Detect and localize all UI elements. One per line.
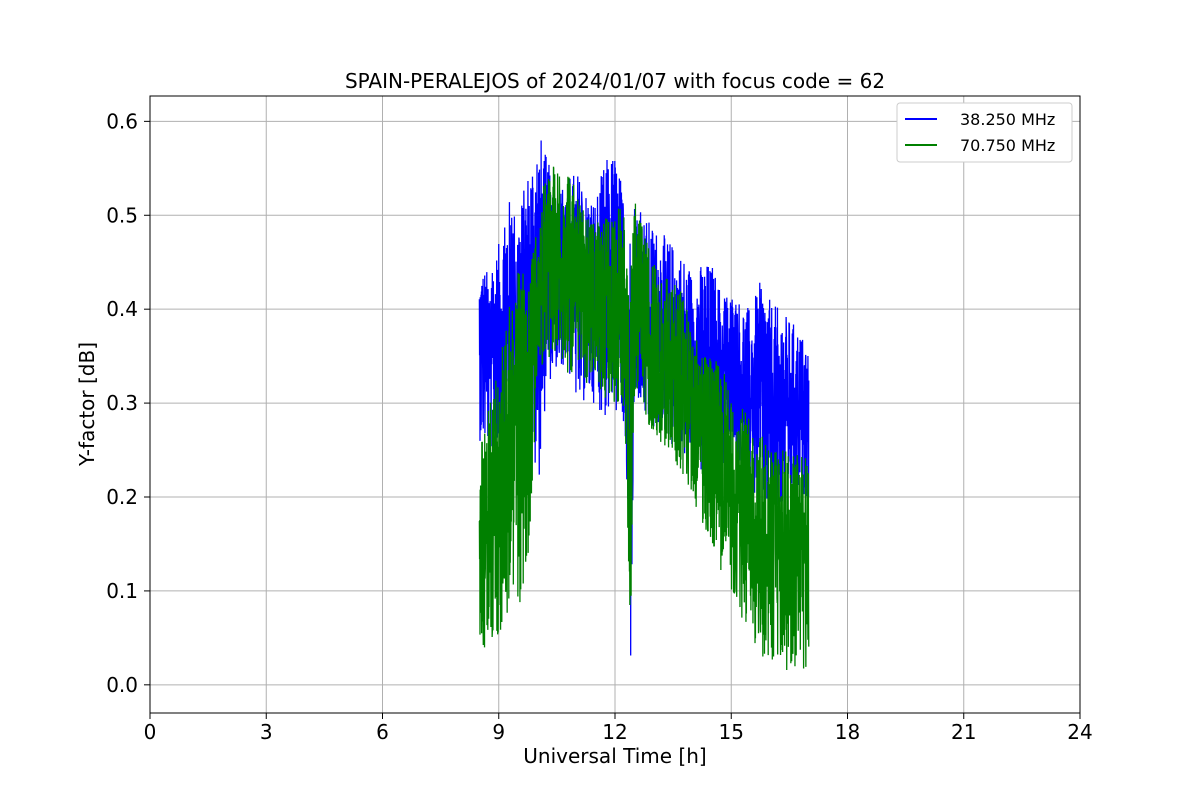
x-tick-label: 12 bbox=[602, 720, 627, 744]
y-tick-label: 0.6 bbox=[106, 109, 138, 133]
x-tick-label: 24 bbox=[1067, 720, 1092, 744]
x-tick-label: 3 bbox=[260, 720, 273, 744]
y-tick-label: 0.5 bbox=[106, 203, 138, 227]
legend-label-series-1: 38.250 MHz bbox=[960, 110, 1055, 129]
x-tick-label: 21 bbox=[951, 720, 976, 744]
y-axis-label: Y-factor [dB] bbox=[75, 342, 99, 467]
series-line-2 bbox=[478, 166, 810, 671]
x-tick-label: 15 bbox=[719, 720, 744, 744]
y-tick-label: 0.1 bbox=[106, 579, 138, 603]
ticks: 0 3 6 9 12 15 18 21 24 0.0 0.1 0.2 0.3 0.4 0.5 0.6 bbox=[106, 109, 1093, 744]
x-tick-label: 18 bbox=[835, 720, 860, 744]
y-tick-label: 0.2 bbox=[106, 485, 138, 509]
plot-area bbox=[478, 140, 810, 671]
y-tick-label: 0.3 bbox=[106, 391, 138, 415]
legend-label-series-2: 70.750 MHz bbox=[960, 136, 1055, 155]
legend: 38.250 MHz 70.750 MHz bbox=[896, 102, 1073, 163]
chart-title: SPAIN-PERALEJOS of 2024/01/07 with focus… bbox=[345, 69, 885, 93]
x-axis-label: Universal Time [h] bbox=[523, 744, 706, 768]
y-tick-label: 0.4 bbox=[106, 297, 138, 321]
x-tick-label: 6 bbox=[376, 720, 389, 744]
y-tick-label: 0.0 bbox=[106, 673, 138, 697]
x-tick-label: 0 bbox=[144, 720, 157, 744]
legend-box bbox=[896, 102, 1073, 163]
x-tick-label: 9 bbox=[492, 720, 505, 744]
